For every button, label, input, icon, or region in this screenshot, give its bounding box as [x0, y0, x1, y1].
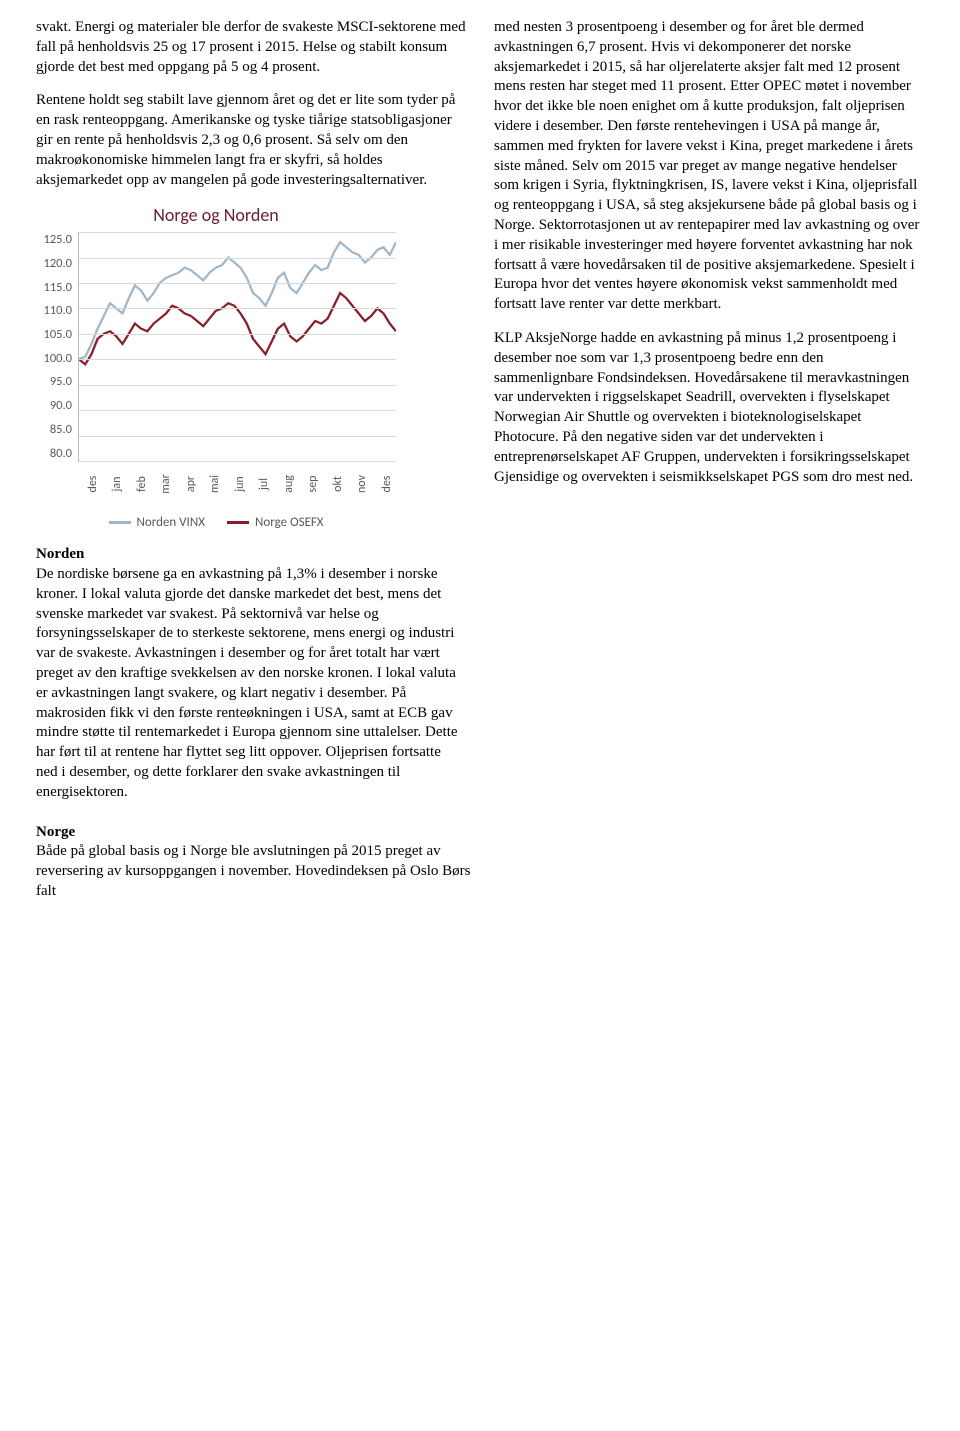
- chart-legend: Norden VINX Norge OSEFX: [36, 514, 396, 531]
- chart-svg: [79, 232, 396, 461]
- legend-line-norge: [227, 521, 249, 524]
- y-tick-label: 95.0: [36, 374, 72, 391]
- y-tick-label: 115.0: [36, 280, 72, 297]
- y-tick-label: 110.0: [36, 303, 72, 320]
- chart-area: 125.0 120.0 115.0 110.0 105.0 100.0 95.0 90.0 85…: [36, 232, 396, 462]
- norge-body: Både på global basis og i Norge ble avsl…: [36, 843, 470, 899]
- gridline: [79, 410, 396, 411]
- gridline: [79, 385, 396, 386]
- gridline: [79, 359, 396, 360]
- gridline: [79, 436, 396, 437]
- legend-label-norge: Norge OSEFX: [255, 514, 324, 531]
- y-tick-label: 125.0: [36, 232, 72, 249]
- y-tick-label: 90.0: [36, 398, 72, 415]
- norge-section: Norge Både på global basis og i Norge bl…: [36, 823, 481, 902]
- chart-title: Norge og Norden: [36, 204, 396, 228]
- two-column-layout: svakt. Energi og materialer ble derfor d…: [36, 18, 924, 817]
- norden-body: De nordiske børsene ga en avkastning på …: [36, 566, 458, 800]
- norden-section: Norden De nordiske børsene ga en avkastn…: [36, 545, 466, 802]
- right-column: med nesten 3 prosentpoeng i desember og …: [494, 18, 924, 817]
- y-tick-label: 85.0: [36, 422, 72, 439]
- left-para-1: svakt. Energi og materialer ble derfor d…: [36, 18, 466, 77]
- norge-title: Norge: [36, 824, 75, 840]
- legend-label-norden: Norden VINX: [137, 514, 205, 531]
- right-para-1: med nesten 3 prosentpoeng i desember og …: [494, 18, 924, 315]
- gridline: [79, 232, 396, 233]
- y-tick-label: 80.0: [36, 446, 72, 463]
- y-tick-label: 120.0: [36, 256, 72, 273]
- bottom-section: Norge Både på global basis og i Norge bl…: [36, 823, 481, 902]
- legend-item-norden: Norden VINX: [109, 514, 205, 531]
- right-para-2: KLP AksjeNorge hadde en avkastning på mi…: [494, 329, 924, 487]
- x-tick-label: des: [362, 472, 406, 496]
- chart-x-axis-labels: desjanfebmaraprmaijunjulaugsepoktnovdes: [78, 462, 396, 506]
- chart-y-axis-labels: 125.0 120.0 115.0 110.0 105.0 100.0 95.0 90.0 85…: [36, 232, 78, 462]
- legend-item-norge: Norge OSEFX: [227, 514, 324, 531]
- left-para-2: Rentene holdt seg stabilt lave gjennom å…: [36, 91, 466, 190]
- legend-line-norden: [109, 521, 131, 524]
- chart-norge-og-norden: Norge og Norden 125.0 120.0 115.0 110.0 105.…: [36, 204, 396, 531]
- y-tick-label: 100.0: [36, 351, 72, 368]
- norden-title: Norden: [36, 546, 84, 562]
- chart-plot-area: [78, 232, 396, 462]
- left-column: svakt. Energi og materialer ble derfor d…: [36, 18, 466, 817]
- gridline: [79, 461, 396, 462]
- gridline: [79, 334, 396, 335]
- y-tick-label: 105.0: [36, 327, 72, 344]
- gridline: [79, 308, 396, 309]
- gridline: [79, 258, 396, 259]
- gridline: [79, 283, 396, 284]
